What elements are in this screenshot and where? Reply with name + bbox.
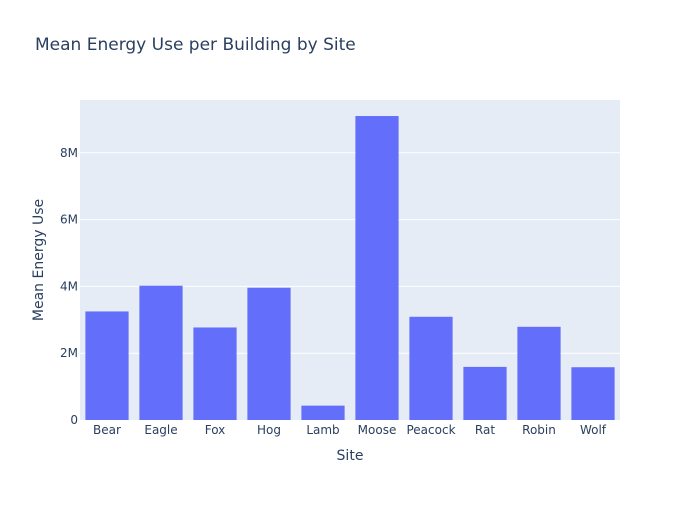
x-tick-label: Wolf: [580, 423, 607, 437]
bar-hog[interactable]: [247, 287, 291, 420]
bar-moose[interactable]: [355, 116, 399, 421]
x-tick-label: Eagle: [144, 423, 177, 437]
x-tick-label: Fox: [205, 423, 226, 437]
bar-rat[interactable]: [463, 366, 507, 420]
bar-robin[interactable]: [517, 326, 561, 420]
x-tick-label: Hog: [257, 423, 281, 437]
y-tick-label: 0: [70, 413, 78, 427]
bar-bear[interactable]: [85, 311, 129, 420]
bar-eagle[interactable]: [139, 285, 183, 420]
x-axis-ticks: Bear Eagle Fox Hog Lamb Moose Peacock Rat Robin W…: [93, 423, 607, 437]
y-tick-label: 4M: [60, 279, 78, 293]
x-tick-label: Lamb: [306, 423, 339, 437]
y-axis-ticks: 0 2M 4M 6M 8M: [60, 146, 78, 427]
x-tick-label: Rat: [475, 423, 495, 437]
x-axis-title: Site: [337, 448, 364, 464]
bars: [85, 116, 615, 421]
x-tick-label: Moose: [358, 423, 397, 437]
y-tick-label: 2M: [60, 346, 78, 360]
x-tick-label: Robin: [522, 423, 556, 437]
y-tick-label: 8M: [60, 146, 78, 160]
y-axis-title: Mean Energy Use: [31, 199, 47, 321]
bar-wolf[interactable]: [571, 367, 615, 420]
bar-lamb[interactable]: [301, 405, 345, 420]
x-tick-label: Peacock: [406, 423, 455, 437]
y-tick-label: 6M: [60, 213, 78, 227]
bar-fox[interactable]: [193, 327, 237, 420]
x-tick-label: Bear: [93, 423, 121, 437]
bar-peacock[interactable]: [409, 316, 453, 420]
chart-title: Mean Energy Use per Building by Site: [35, 35, 356, 55]
